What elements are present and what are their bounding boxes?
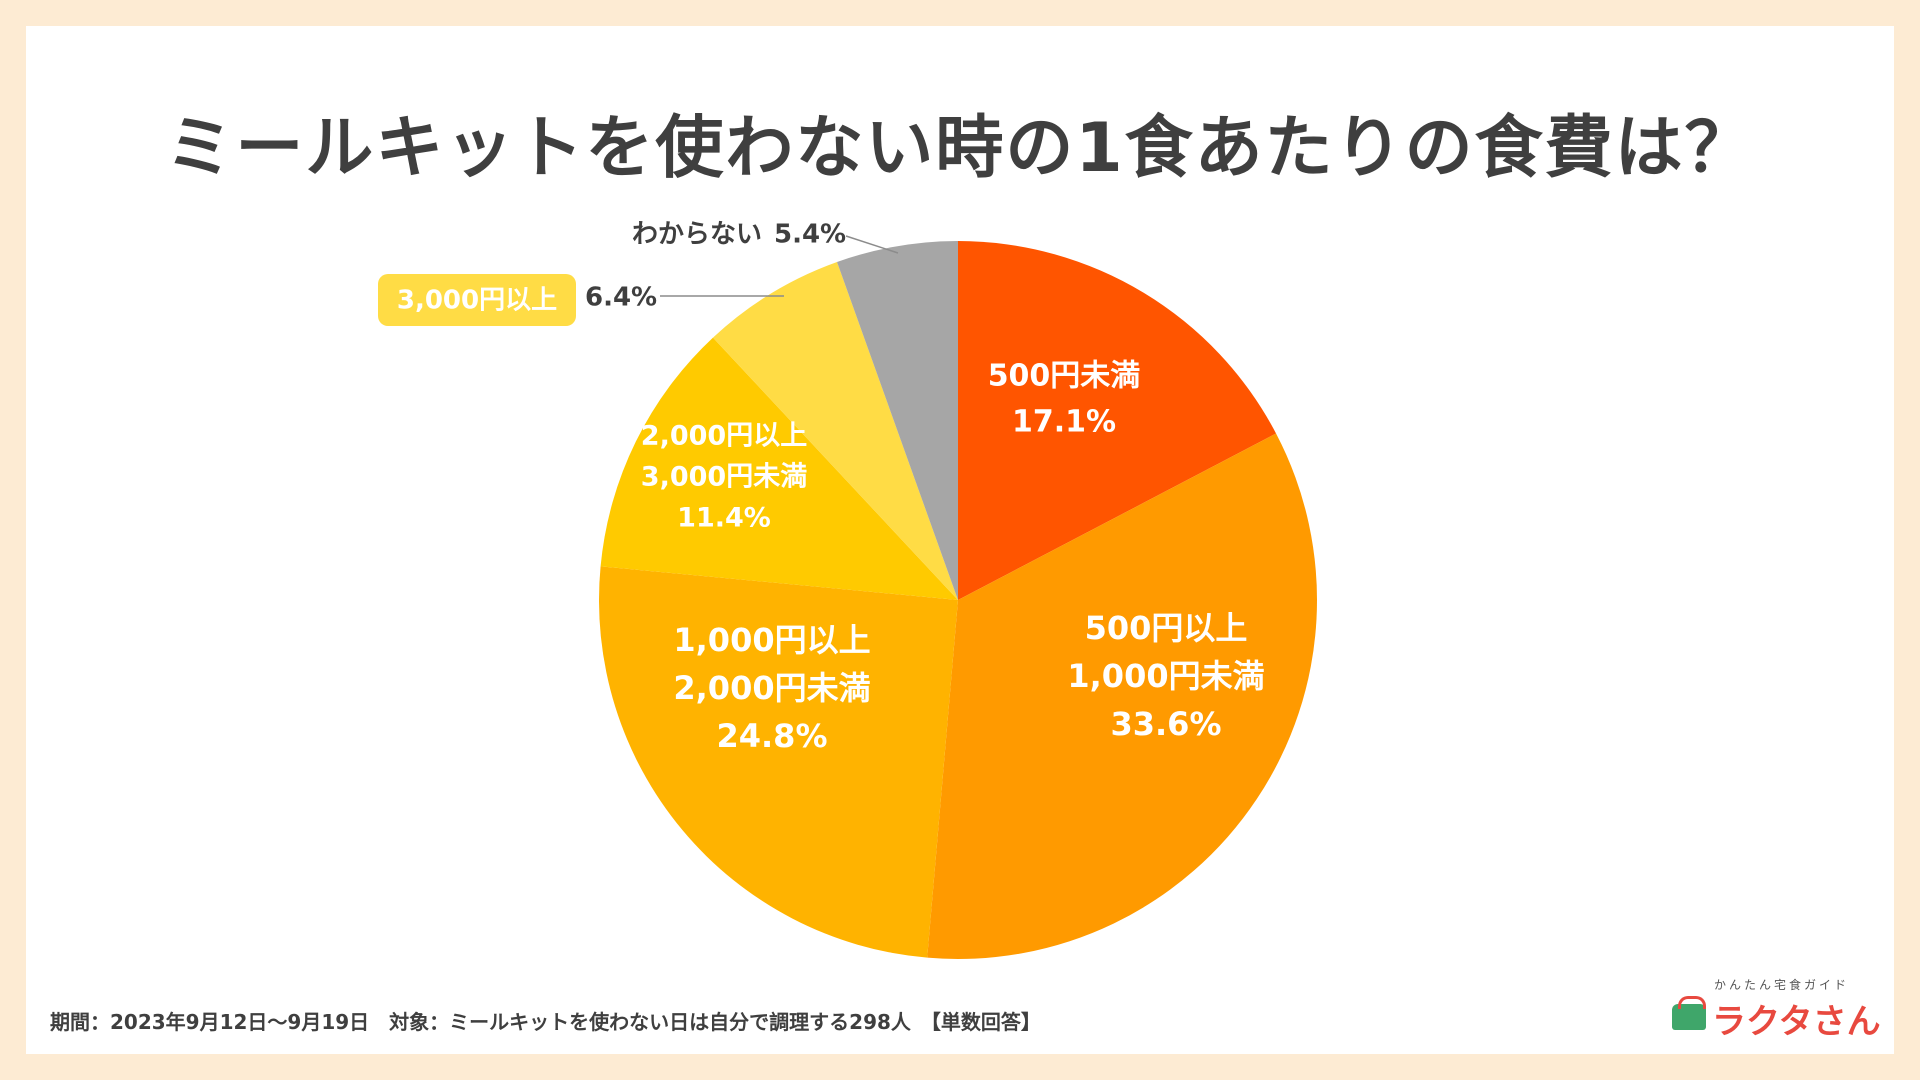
logo-name: ラクタさん <box>1712 1002 1881 1042</box>
slice-category-label: 500円以上 <box>1085 609 1248 647</box>
slice-value-label: 5.4% <box>774 220 846 250</box>
slice-category-label: 1,000円以上 <box>673 621 870 659</box>
category-badge <box>378 274 576 326</box>
slice-value-label: 11.4% <box>677 503 771 534</box>
slice-value-label: 6.4% <box>585 283 657 313</box>
slice-value-label: 33.6% <box>1110 705 1221 743</box>
slice-category-label: 2,000円未満 <box>673 669 870 707</box>
leader-line <box>845 235 899 254</box>
pie-slice-5 <box>712 262 958 600</box>
slice-category-label: わからない <box>632 220 762 250</box>
pie-slice-6 <box>837 241 958 600</box>
slice-value-label: 24.8% <box>716 717 827 755</box>
pie-slice-2 <box>927 433 1318 960</box>
slice-category-label: 2,000円以上 <box>641 421 807 452</box>
slice-category-label: 3,000円以上 <box>397 286 557 316</box>
shopping-bag-icon <box>1672 996 1706 1030</box>
pie-slice-3 <box>598 566 958 958</box>
slice-category-label: 500円未満 <box>988 359 1141 394</box>
survey-footnote: 期間：2023年9月12日〜9月19日 対象：ミールキットを使わない日は自分で調… <box>50 1010 1041 1034</box>
chart-title: ミールキットを使わない時の1食あたりの食費は？ <box>165 109 1755 188</box>
slice-category-label: 1,000円未満 <box>1067 657 1264 695</box>
pie-slice-1 <box>958 241 1277 600</box>
logo-tagline: かんたん宅食ガイド <box>1714 978 1850 992</box>
slice-category-label: 3,000円未満 <box>641 462 807 493</box>
pie-slice-4 <box>600 337 958 600</box>
rakuta-logo: かんたん宅食ガイド ラクタさん <box>1672 976 1882 1042</box>
slice-value-label: 17.1% <box>1012 405 1116 440</box>
